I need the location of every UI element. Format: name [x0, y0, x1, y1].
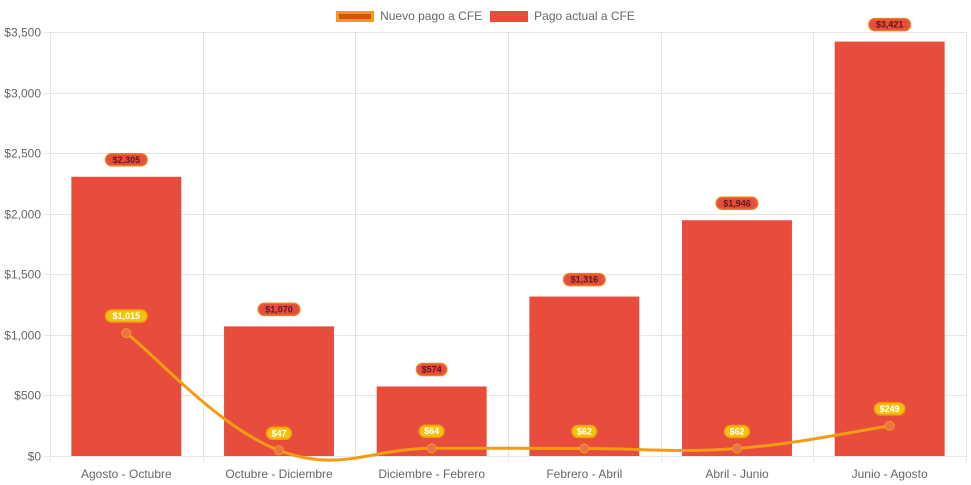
- data-label-text: $3,421: [876, 20, 904, 30]
- bar-data-label: $1,070: [257, 302, 301, 317]
- bar: [834, 41, 945, 457]
- data-label-text: $1,070: [265, 304, 293, 314]
- y-tick-label: $1,000: [4, 329, 41, 343]
- x-tick-label: Diciembre - Febrero: [378, 467, 485, 481]
- legend-item-pago-actual[interactable]: Pago actual a CFE: [490, 9, 635, 23]
- x-tick-label: Febrero - Abril: [546, 467, 622, 481]
- data-label-bg: [415, 362, 448, 377]
- data-label-bg: [562, 272, 606, 287]
- data-label-text: $64: [424, 426, 439, 436]
- data-label-bg: [418, 424, 445, 438]
- series-line-nuevo-pago: [125, 331, 890, 462]
- bar-data-label: $1,946: [715, 196, 759, 211]
- line-data-label: $47: [265, 426, 293, 441]
- bar-data-label: $3,421: [868, 17, 912, 32]
- data-label-text: $1,946: [723, 198, 751, 208]
- bar-data-label: $2,305: [104, 153, 148, 167]
- data-label-text: $62: [577, 426, 592, 436]
- bar-data-label: $574: [415, 362, 448, 377]
- x-tick-label: Junio - Agosto: [852, 467, 928, 481]
- line-point: [884, 420, 895, 431]
- data-label-bg: [873, 402, 906, 416]
- data-label-bg: [257, 302, 301, 317]
- legend-swatch-line: [336, 10, 375, 22]
- y-tick-label: $3,000: [4, 87, 41, 101]
- line-data-label: $62: [571, 424, 598, 439]
- y-tick-label: $3,500: [4, 26, 41, 40]
- line-point: [732, 443, 742, 454]
- line-point: [579, 443, 590, 454]
- data-label-text: $574: [422, 364, 442, 374]
- line-data-label: $1,015: [104, 309, 148, 323]
- data-label-bg: [265, 426, 293, 441]
- y-tick-label: $2,500: [4, 147, 41, 161]
- data-label-bg: [571, 424, 598, 439]
- data-label-text: $1,316: [571, 275, 599, 285]
- line-data-label: $62: [723, 424, 751, 439]
- line-point: [426, 443, 437, 454]
- data-label-text: $2,305: [113, 155, 141, 165]
- data-label-bg: [723, 424, 751, 439]
- bar-data-label: $1,316: [562, 272, 606, 287]
- legend-label-nuevo-pago: Nuevo pago a CFE: [380, 9, 483, 23]
- data-label-text: $62: [729, 426, 744, 436]
- data-label-text: $249: [880, 404, 900, 414]
- line-data-label: $64: [418, 424, 445, 438]
- legend-swatch-bar: [490, 10, 529, 22]
- x-tick-label: Abril - Junio: [705, 467, 769, 481]
- chart-legend: Nuevo pago a CFE Pago actual a CFE: [0, 6, 971, 26]
- x-tick-label: Agosto - Octubre: [81, 467, 172, 481]
- y-tick-label: $500: [14, 389, 41, 403]
- x-tick-label: Octubre - Diciembre: [225, 467, 333, 481]
- line-point: [274, 445, 284, 456]
- data-label-bg: [868, 17, 912, 32]
- data-label-bg: [104, 309, 148, 323]
- data-label-text: $1,015: [113, 311, 141, 321]
- data-label-text: $47: [271, 428, 286, 438]
- y-tick-label: $2,000: [4, 208, 41, 222]
- bar: [682, 220, 792, 456]
- legend-label-pago-actual: Pago actual a CFE: [534, 9, 635, 23]
- legend-item-nuevo-pago[interactable]: Nuevo pago a CFE: [336, 9, 482, 23]
- y-tick-label: $0: [28, 450, 42, 464]
- line-point: [121, 328, 132, 339]
- y-tick-label: $1,500: [4, 268, 41, 282]
- line-data-label: $249: [873, 402, 906, 416]
- data-label-bg: [104, 153, 148, 167]
- data-label-bg: [715, 196, 759, 211]
